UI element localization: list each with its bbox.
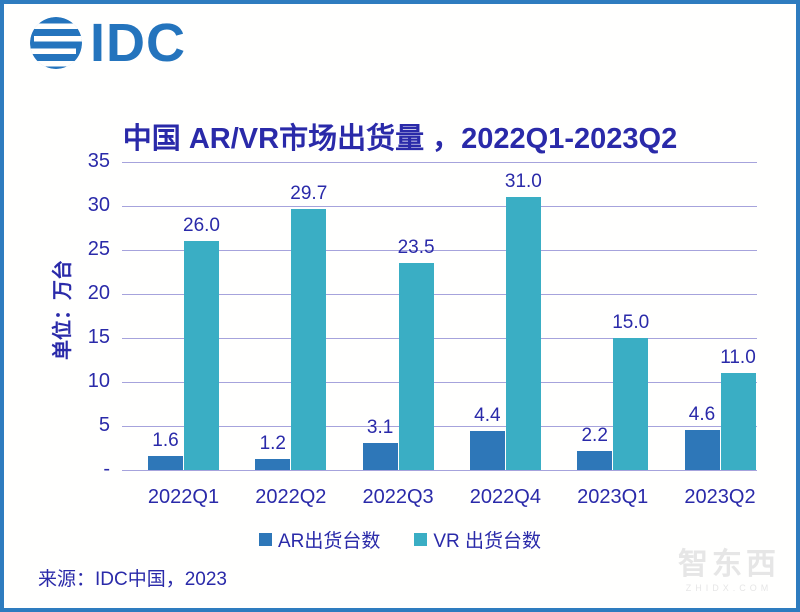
value-label-ar-2022Q3: 3.1 [366, 416, 394, 438]
gridline-y-30 [122, 206, 757, 207]
y-tick-label-5: 5 [98, 414, 110, 436]
value-label-vr-2022Q3: 23.5 [397, 237, 435, 259]
chart-legend: AR出货台数 VR 出货台数 [0, 526, 800, 553]
bar-vr-2022Q1 [184, 241, 219, 470]
gridline-y-15 [122, 338, 757, 339]
value-label-vr-2023Q1: 15.0 [612, 312, 650, 333]
bar-vr-2022Q3 [398, 263, 434, 470]
value-label-ar-2023Q2: 4.6 [688, 403, 716, 425]
y-tick-label-10: 10 [87, 370, 110, 392]
x-label-2022Q3: 2022Q3 [362, 486, 434, 508]
legend-label-ar: AR出货台数 [277, 531, 381, 552]
value-label-vr-2022Q1: 26.0 [183, 215, 220, 237]
idc-globe-icon [30, 17, 82, 69]
value-label-ar-2022Q2: 1.2 [259, 433, 286, 455]
bar-vr-2022Q4 [505, 197, 541, 470]
bar-ar-2022Q3 [362, 442, 398, 470]
y-tick-label-30: 30 [87, 194, 110, 216]
bar-ar-2022Q1 [148, 455, 183, 470]
y-tick-label-35: 35 [87, 150, 110, 172]
source-note: 来源：IDC中国，2023 [38, 569, 227, 590]
legend-item-ar: AR出货台数 [258, 526, 381, 553]
bar-ar-2022Q2 [255, 459, 291, 470]
gridline-y-35 [122, 162, 757, 163]
bar-ar-2022Q4 [469, 431, 505, 470]
bar-chart-plot-area: 1.6 26.0 1.2 29.7 3.1 23.5 4.4 31.0 2.2 15.0 4.6 11… [122, 162, 757, 471]
x-label-2022Q1: 2022Q1 [147, 486, 220, 508]
gridline-y-0 [122, 470, 757, 471]
value-label-vr-2022Q2: 29.7 [290, 182, 328, 204]
x-label-2022Q2: 2022Q2 [255, 486, 327, 508]
gridline-y-10 [122, 382, 757, 383]
gridline-y-5 [122, 426, 757, 427]
gridline-y-20 [122, 294, 757, 295]
value-label-vr-2023Q2: 11.0 [720, 347, 756, 369]
value-label-ar-2023Q1: 2.2 [581, 424, 608, 446]
x-label-2023Q2: 2023Q2 [684, 486, 756, 508]
y-tick-label-15: 15 [87, 326, 110, 348]
legend-swatch-vr-icon [414, 533, 428, 546]
value-label-ar-2022Q4: 4.4 [474, 405, 501, 427]
y-tick-label-0: - [103, 458, 110, 480]
bar-vr-2023Q2 [720, 373, 756, 470]
value-label-vr-2022Q4: 31.0 [504, 171, 542, 193]
x-label-2023Q1: 2023Q1 [577, 486, 649, 508]
zhidx-watermark-text: 智东西 [678, 548, 780, 581]
value-label-ar-2022Q1: 1.6 [152, 429, 179, 451]
gridline-y-25 [122, 250, 757, 251]
idc-logo-text: IDC [90, 13, 186, 73]
zhidx-watermark: 智东西 ZHIDX.COM [674, 548, 784, 593]
bar-vr-2022Q2 [291, 208, 327, 470]
bar-ar-2023Q2 [684, 429, 720, 470]
y-tick-label-20: 20 [87, 282, 110, 304]
bar-ar-2023Q1 [577, 450, 613, 470]
legend-item-vr: VR 出货台数 [414, 526, 541, 553]
bar-vr-2023Q1 [613, 338, 649, 470]
x-label-2022Q4: 2022Q4 [469, 486, 541, 508]
zhidx-watermark-subtext: ZHIDX.COM [685, 583, 773, 593]
chart-title: 中国 AR/VR市场出货量 ，2022Q1-2023Q2 [122, 123, 678, 156]
idc-logo: IDC [28, 14, 198, 72]
y-tick-label-25: 25 [87, 238, 110, 260]
legend-swatch-ar-icon [258, 533, 272, 546]
legend-label-vr: VR 出货台数 [433, 531, 542, 552]
